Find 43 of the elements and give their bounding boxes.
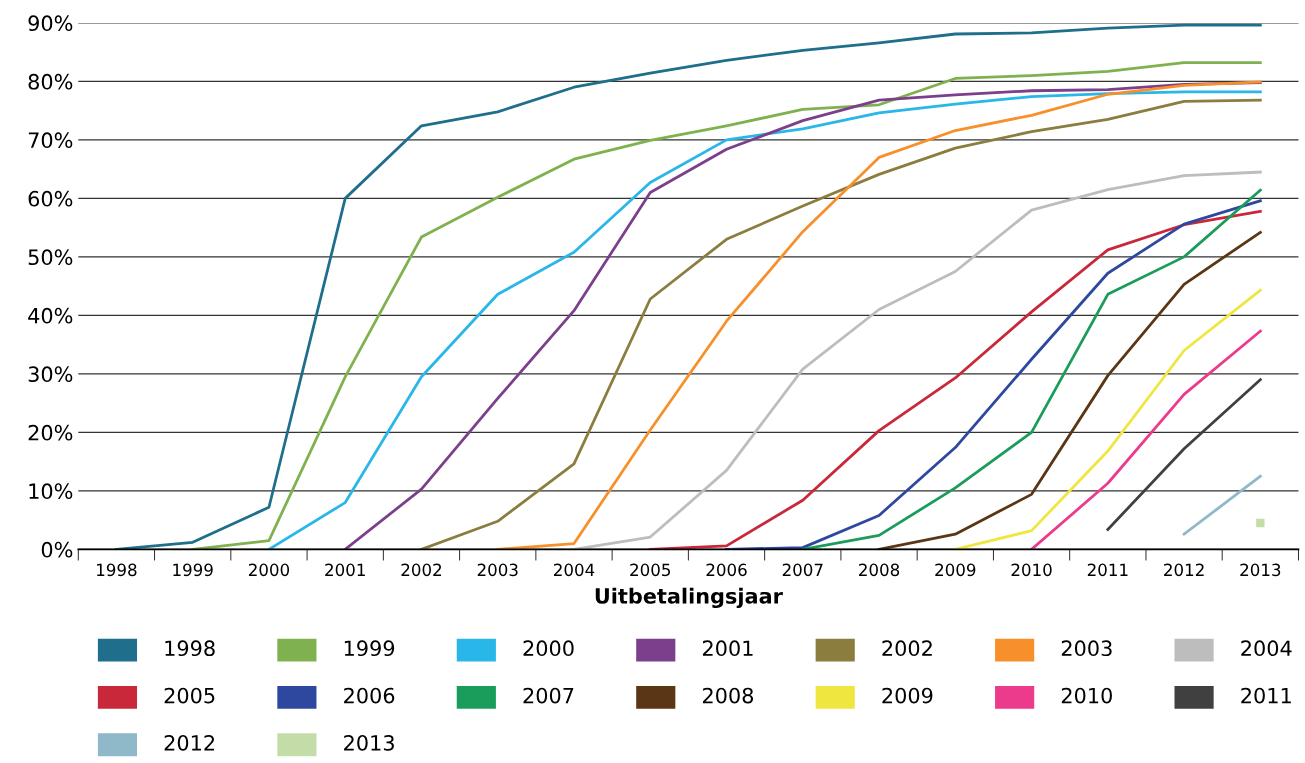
legend-label: 1998 [165, 640, 215, 657]
x-tick-label: 2001 [325, 563, 365, 577]
legend-label: 2011 [1241, 687, 1291, 704]
legend-label: 2003 [1061, 640, 1112, 657]
legend-label: 2000 [523, 640, 574, 657]
y-tick-label: 20% [28, 424, 73, 441]
legend-label: 2008 [702, 687, 754, 704]
y-tick-label: 30% [28, 366, 73, 383]
legend-label: 2009 [882, 687, 933, 704]
legend-label: 2013 [344, 734, 394, 751]
x-tick-label: 2008 [859, 563, 900, 577]
x-tick-label: 1999 [173, 563, 213, 577]
x-tick-label: 2004 [554, 563, 595, 577]
y-tick-label: 10% [29, 483, 73, 500]
x-tick-label: 2006 [706, 563, 747, 577]
y-tick-label: 50% [28, 249, 73, 266]
x-tick-label: 2000 [248, 563, 290, 577]
legend-label: 2006 [344, 687, 395, 704]
x-tick-label: 2009 [935, 563, 976, 577]
legend-label: 2007 [523, 687, 574, 704]
legend-label: 1999 [344, 640, 395, 657]
x-tick-label: 2013 [1240, 563, 1281, 577]
x-tick-label: 2005 [630, 563, 671, 577]
x-tick-label: 2007 [782, 563, 823, 577]
y-tick-label: 80% [28, 73, 73, 90]
x-tick-label: 2011 [1087, 563, 1128, 577]
x-tick-label: 2002 [401, 563, 442, 577]
legend-label: 2005 [164, 687, 215, 704]
y-tick-label: 60% [28, 190, 73, 207]
x-tick-label: 2010 [1011, 563, 1052, 577]
legend-label: 2010 [1061, 687, 1112, 704]
legend-label: 2002 [882, 640, 932, 657]
y-tick-label: 90% [28, 15, 73, 32]
legend-label: 2012 [164, 734, 215, 751]
y-tick-label: 40% [28, 307, 73, 324]
x-tick-label: 2003 [477, 563, 518, 577]
x-tick-label: 1998 [97, 563, 137, 577]
y-tick-label: 0% [41, 541, 73, 558]
legend-label: 2004 [1241, 640, 1292, 657]
legend-label: 2001 [702, 640, 753, 657]
x-axis-title: Uitbetalingsjaar [595, 587, 783, 609]
y-tick-label: 70% [28, 132, 73, 149]
x-tick-label: 2012 [1164, 563, 1204, 577]
